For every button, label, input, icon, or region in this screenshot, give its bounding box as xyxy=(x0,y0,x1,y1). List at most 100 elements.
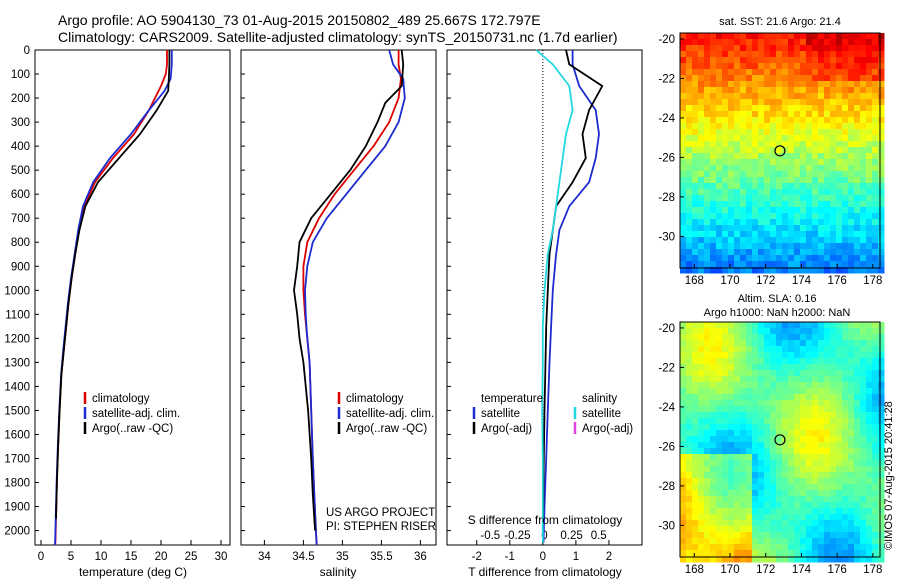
map-cell xyxy=(722,412,729,419)
map-cell xyxy=(788,442,795,449)
map-cell xyxy=(740,346,747,353)
map-cell xyxy=(848,51,855,58)
map-cell xyxy=(878,322,885,329)
map-cell xyxy=(752,460,759,467)
map-cell xyxy=(740,538,747,545)
y-tick-label: 500 xyxy=(11,165,30,177)
map-cell xyxy=(686,466,693,473)
map-cell xyxy=(872,87,879,94)
map-cell xyxy=(746,243,753,250)
map-cell xyxy=(818,93,825,100)
map-cell xyxy=(704,81,711,88)
map-cell xyxy=(776,111,783,118)
map-cell xyxy=(878,448,885,455)
map-cell xyxy=(878,478,885,485)
map-cell xyxy=(812,243,819,250)
map-cell xyxy=(758,33,765,40)
map-cell xyxy=(800,442,807,449)
map-cell xyxy=(692,448,699,455)
map-cell xyxy=(794,231,801,238)
map-cell xyxy=(848,412,855,419)
map-cell xyxy=(800,243,807,250)
map-cell xyxy=(800,544,807,551)
map-cell xyxy=(716,105,723,112)
map-cell xyxy=(848,550,855,557)
map-cell xyxy=(704,75,711,82)
map-cell xyxy=(818,141,825,148)
map-cell xyxy=(830,93,837,100)
map-cell xyxy=(824,117,831,124)
map-cell xyxy=(698,201,705,208)
map-cell xyxy=(776,418,783,425)
map-cell xyxy=(788,267,795,274)
map-cell xyxy=(692,261,699,268)
map-cell xyxy=(746,153,753,160)
map-cell xyxy=(710,502,717,509)
y-tick-label: 700 xyxy=(11,213,30,225)
map-cell xyxy=(746,111,753,118)
map-cell xyxy=(692,177,699,184)
map-cell xyxy=(698,231,705,238)
map-cell xyxy=(854,532,861,539)
map-cell xyxy=(872,237,879,244)
map-cell xyxy=(746,225,753,232)
map-cell xyxy=(860,496,867,503)
map-cell xyxy=(794,544,801,551)
map-cell xyxy=(704,496,711,503)
map-cell xyxy=(794,424,801,431)
map-cell xyxy=(818,165,825,172)
map-cell xyxy=(686,454,693,461)
map-cell xyxy=(746,412,753,419)
map-cell xyxy=(854,105,861,112)
map-cell xyxy=(866,478,873,485)
map-cell xyxy=(812,183,819,190)
map-cell xyxy=(872,231,879,238)
map-cell xyxy=(848,514,855,521)
map-cell xyxy=(818,225,825,232)
map-cell xyxy=(740,225,747,232)
map-cell xyxy=(866,201,873,208)
map-cell xyxy=(686,201,693,208)
map-cell xyxy=(734,219,741,226)
map-cell xyxy=(764,340,771,347)
map-cell xyxy=(836,51,843,58)
map-cell xyxy=(848,556,855,563)
map-cell xyxy=(800,153,807,160)
map-cell xyxy=(716,418,723,425)
map-cell xyxy=(800,484,807,491)
map-cell xyxy=(878,243,885,250)
map-cell xyxy=(860,466,867,473)
map-cell xyxy=(770,219,777,226)
map-cell xyxy=(800,111,807,118)
legend-satellite-adj: satellite-adj. clim. xyxy=(92,408,180,420)
map-cell xyxy=(824,322,831,329)
map-cell xyxy=(836,394,843,401)
map-cell xyxy=(836,105,843,112)
map-cell xyxy=(728,418,735,425)
map-cell xyxy=(752,243,759,250)
map-cell xyxy=(716,159,723,166)
map-cell xyxy=(704,165,711,172)
map-cell xyxy=(758,69,765,76)
map-cell xyxy=(788,153,795,160)
legend-satellite-adj: satellite-adj. clim. xyxy=(346,408,434,420)
map-cell xyxy=(836,39,843,46)
map-cell xyxy=(680,237,687,244)
map-cell xyxy=(848,466,855,473)
map-cell xyxy=(710,466,717,473)
map-cell xyxy=(818,520,825,527)
map-cell xyxy=(680,63,687,70)
map-cell xyxy=(698,63,705,70)
map-cell xyxy=(722,442,729,449)
map-cell xyxy=(812,328,819,335)
map-cell xyxy=(794,147,801,154)
map-cell xyxy=(752,45,759,52)
map-cell xyxy=(800,129,807,136)
map-cell xyxy=(680,478,687,485)
map-cell xyxy=(848,63,855,70)
map-cell xyxy=(794,514,801,521)
map-cell xyxy=(854,490,861,497)
map-cell xyxy=(704,129,711,136)
map-cell xyxy=(698,454,705,461)
map-cell xyxy=(734,556,741,563)
